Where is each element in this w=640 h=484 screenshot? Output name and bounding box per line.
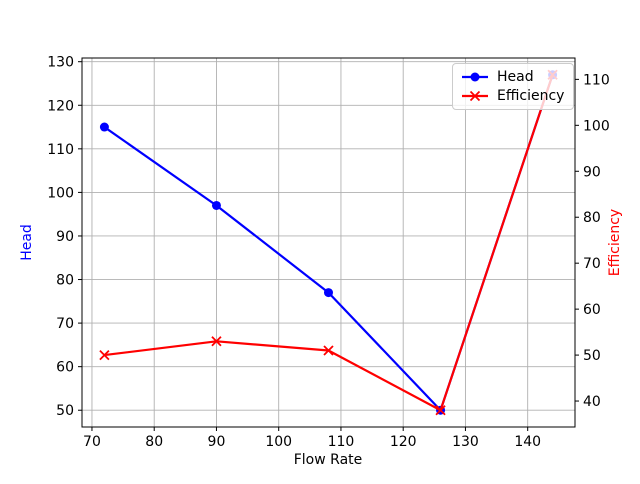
- y-right-tick-label: 100: [583, 118, 610, 134]
- x-tick-label: 90: [208, 434, 226, 450]
- legend-item-head: Head: [461, 69, 564, 85]
- y-left-tick-label: 130: [47, 55, 74, 71]
- grid-layer: [82, 58, 575, 427]
- y-left-tick-label: 120: [47, 98, 74, 114]
- y-axis-label-left: Head: [19, 224, 35, 261]
- y-right-tick-label: 60: [583, 302, 601, 318]
- legend-item-efficiency: Efficiency: [461, 88, 564, 104]
- x-tick-label: 70: [83, 434, 101, 450]
- x-tick-label: 130: [452, 434, 479, 450]
- head-marker: [324, 288, 333, 298]
- y-axis-label-right: Efficiency: [607, 209, 623, 276]
- efficiency-marker: [323, 345, 334, 356]
- y-left-tick-label: 50: [56, 403, 74, 419]
- efficiency-line-sample-icon: [462, 90, 488, 102]
- y-right-tick-label: 40: [583, 394, 601, 410]
- efficiency-marker: [211, 336, 222, 347]
- efficiency-series: [99, 69, 558, 416]
- head-marker: [470, 72, 480, 82]
- y-left-tick-label: 80: [56, 273, 74, 289]
- x-tick-label: 110: [328, 434, 355, 450]
- legend-label-head: Head: [497, 69, 534, 85]
- efficiency-line: [104, 74, 554, 412]
- y-right-tick-label: 70: [583, 256, 601, 272]
- y-right-tick-label: 110: [583, 72, 610, 88]
- x-tick-label: 140: [514, 434, 541, 450]
- legend-label-efficiency: Efficiency: [497, 88, 565, 104]
- y-right-tick-label: 90: [583, 164, 601, 180]
- x-axis-label: Flow Rate: [294, 452, 363, 468]
- head-series: [99, 70, 558, 415]
- tick-layer: 70 80 90 100 110 120 130 140 50 60 70 80 90 100 110 120…: [47, 55, 609, 450]
- y-left-tick-label: 110: [47, 142, 74, 158]
- y-left-tick-label: 90: [56, 229, 74, 245]
- y-left-tick-label: 100: [47, 185, 74, 201]
- head-marker: [99, 122, 109, 132]
- plot-border: [81, 57, 576, 428]
- head-marker: [211, 200, 221, 210]
- y-right-tick-label: 50: [583, 348, 601, 364]
- legend: Head Efficiency: [452, 63, 575, 110]
- series-layer: [99, 69, 558, 416]
- y-left-tick-label: 70: [56, 316, 74, 332]
- x-tick-label: 120: [390, 434, 417, 450]
- y-right-tick-label: 80: [583, 210, 601, 226]
- head-line-sample-icon: [462, 72, 488, 82]
- efficiency-marker: [435, 405, 446, 416]
- x-tick-label: 100: [265, 434, 292, 450]
- y-left-tick-label: 60: [56, 360, 74, 376]
- x-tick-label: 80: [145, 434, 163, 450]
- efficiency-marker: [469, 90, 481, 102]
- head-line: [103, 74, 554, 412]
- efficiency-marker: [99, 349, 110, 361]
